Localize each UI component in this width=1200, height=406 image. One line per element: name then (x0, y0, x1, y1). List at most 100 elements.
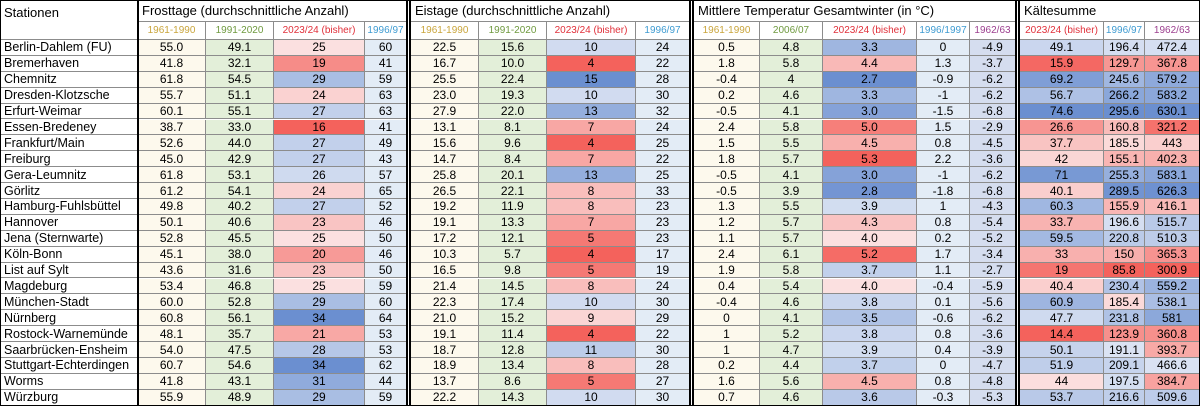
col-header-temp-4: 1962/63 (970, 22, 1016, 40)
eis-9697: 25 (636, 167, 690, 184)
frost-1961: 41.8 (138, 373, 206, 390)
kalt-9697: 230.4 (1104, 278, 1145, 295)
kalt-6263: 472.4 (1145, 40, 1200, 56)
temp-6263: -5.9 (970, 278, 1016, 295)
eis-current: 8 (547, 199, 636, 215)
col-header-kalt-1: 1996/97 (1104, 22, 1145, 40)
temp-2006: 4.1 (760, 103, 823, 120)
eis-current: 11 (547, 342, 636, 358)
eis-1991: 9.8 (479, 262, 547, 279)
eis-9697: 19 (636, 262, 690, 279)
temp-1961: 0.2 (694, 87, 760, 104)
temp-1961: 0.5 (694, 40, 760, 56)
temp-6263: -4.3 (970, 199, 1016, 215)
temp-2006: 4.4 (760, 358, 823, 374)
eis-current: 5 (547, 262, 636, 279)
frost-current: 19 (274, 55, 365, 72)
kalt-6263: 416.1 (1145, 199, 1200, 215)
kalt-9697: 255.3 (1104, 167, 1145, 184)
frost-1991: 53.1 (206, 167, 274, 184)
temp-current: 3.3 (823, 87, 917, 104)
eis-current: 10 (547, 87, 636, 104)
kalt-current: 60.9 (1020, 294, 1104, 311)
col-header-kalt-0: 2023/24 (bisher) (1020, 22, 1104, 40)
temp-current: 3.0 (823, 167, 917, 184)
eis-1961: 19.1 (411, 326, 479, 343)
eis-1991: 11.9 (479, 199, 547, 215)
temp-9697: 0.8 (917, 214, 970, 231)
temp-9697: 0.8 (917, 326, 970, 343)
station-name: Würzburg (0, 389, 138, 406)
eis-1991: 11.4 (479, 326, 547, 343)
temp-2006: 4.6 (760, 87, 823, 104)
temp-1961: -0.4 (694, 71, 760, 88)
eis-9697: 28 (636, 71, 690, 88)
temp-9697: -0.4 (917, 278, 970, 295)
col-header-temp-3: 1996/1997 (917, 22, 970, 40)
eis-1961: 13.1 (411, 119, 479, 136)
kalt-current: 14.4 (1020, 326, 1104, 343)
kalt-9697: 150 (1104, 246, 1145, 263)
eis-current: 4 (547, 135, 636, 152)
kalt-6263: 384.7 (1145, 373, 1200, 390)
station-name: Dresden-Klotzsche (0, 87, 138, 104)
eis-1991: 13.4 (479, 358, 547, 374)
kalt-9697: 160.8 (1104, 119, 1145, 136)
eis-1961: 14.7 (411, 151, 479, 168)
eis-9697: 17 (636, 246, 690, 263)
eis-1961: 13.7 (411, 373, 479, 390)
temp-9697: 0.4 (917, 342, 970, 358)
temp-current: 5.3 (823, 151, 917, 168)
eis-1991: 22.0 (479, 103, 547, 120)
station-name: Bremerhaven (0, 55, 138, 72)
eis-1961: 22.5 (411, 40, 479, 56)
temp-current: 4.0 (823, 278, 917, 295)
col-header-frost-3: 1996/97 (365, 22, 407, 40)
frost-9697: 59 (365, 278, 407, 295)
kalt-6263: 583.2 (1145, 87, 1200, 104)
eis-current: 4 (547, 246, 636, 263)
kalt-9697: 155.9 (1104, 199, 1145, 215)
eis-current: 8 (547, 358, 636, 374)
kalt-current: 33 (1020, 246, 1104, 263)
station-name: Chemnitz (0, 71, 138, 88)
group-title-eis: Eistage (durchschnittliche Anzahl) (411, 0, 690, 22)
frost-current: 27 (274, 103, 365, 120)
temp-1961: 2.4 (694, 246, 760, 263)
frost-current: 27 (274, 151, 365, 168)
frost-1961: 60.1 (138, 103, 206, 120)
eis-current: 5 (547, 373, 636, 390)
frost-1961: 60.7 (138, 358, 206, 374)
temp-current: 3.7 (823, 262, 917, 279)
kalt-6263: 360.8 (1145, 326, 1200, 343)
temp-6263: -6.2 (970, 87, 1016, 104)
group-divider (409, 0, 411, 406)
frost-1961: 45.1 (138, 246, 206, 263)
frost-1961: 52.6 (138, 135, 206, 152)
temp-9697: 0.8 (917, 135, 970, 152)
frost-9697: 46 (365, 246, 407, 263)
col-header-temp-0: 1961-1990 (694, 22, 760, 40)
kalt-6263: 466.6 (1145, 358, 1200, 374)
eis-9697: 30 (636, 87, 690, 104)
temp-6263: -4.9 (970, 40, 1016, 56)
eis-current: 7 (547, 119, 636, 136)
eis-current: 8 (547, 183, 636, 199)
eis-1991: 22.1 (479, 183, 547, 199)
temp-2006: 4.7 (760, 342, 823, 358)
eis-1991: 14.3 (479, 389, 547, 406)
col-header-eis-1: 1991-2020 (479, 22, 547, 40)
temp-1961: -0.5 (694, 103, 760, 120)
frost-9697: 49 (365, 135, 407, 152)
eis-1961: 18.9 (411, 358, 479, 374)
eis-9697: 28 (636, 358, 690, 374)
kalt-current: 50.1 (1020, 342, 1104, 358)
frost-1961: 61.8 (138, 71, 206, 88)
eis-1961: 19.2 (411, 199, 479, 215)
temp-9697: -0.9 (917, 71, 970, 88)
frost-1991: 56.1 (206, 310, 274, 327)
temp-current: 4.5 (823, 135, 917, 152)
temp-current: 4.3 (823, 214, 917, 231)
kalt-9697: 216.6 (1104, 389, 1145, 406)
temp-2006: 5.5 (760, 135, 823, 152)
